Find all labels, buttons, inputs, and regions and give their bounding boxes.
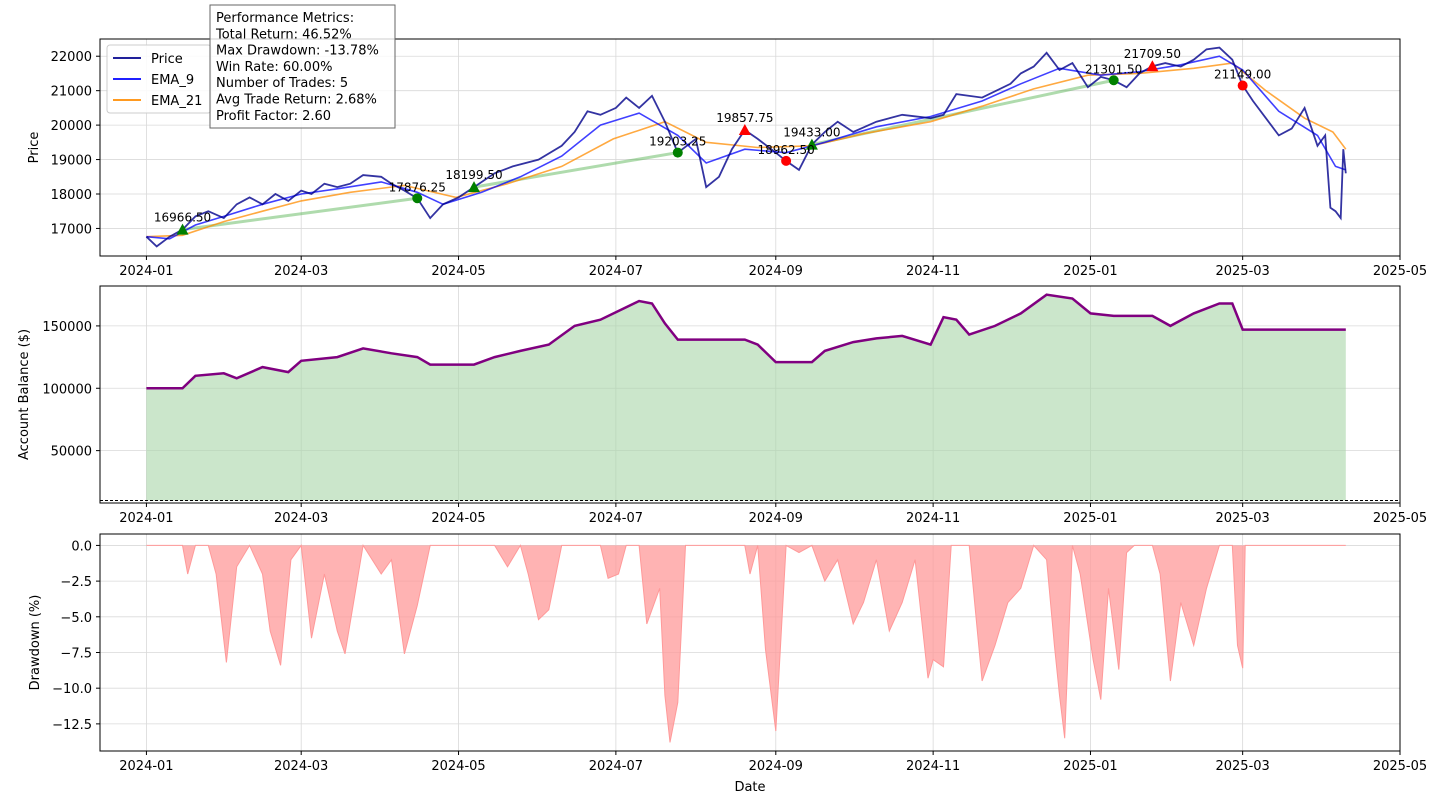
x-tick-label: 2024-11 (906, 759, 960, 774)
x-tick-label: 2025-01 (1063, 759, 1117, 774)
exit-price-label: 21149.00 (1214, 68, 1271, 82)
y-tick-label: −2.5 (60, 575, 92, 590)
x-tick-label: 2024-09 (749, 511, 803, 526)
buy-price-label: 19433.00 (783, 126, 840, 140)
metrics-line: Max Drawdown: -13.78% (216, 44, 379, 59)
x-axis-label: Date (734, 780, 765, 795)
y-tick-label: −5.0 (60, 611, 92, 626)
x-tick-label: 2025-03 (1215, 511, 1269, 526)
exit-marker-profit (412, 193, 423, 204)
panel-1: 16966.50 18199.50 19433.00 19857.75 21709.50… (27, 38, 1427, 279)
y-tick-label: −10.0 (52, 682, 92, 697)
drawdown-area (146, 545, 1346, 743)
y-tick-label: 19000 (51, 154, 92, 169)
x-tick-label: 2024-07 (589, 264, 643, 279)
plot-frame (99, 38, 1401, 257)
x-tick-label: 2024-03 (274, 264, 328, 279)
sell-marker (1146, 60, 1159, 72)
series-line-price (145, 46, 1347, 248)
y-tick-label: 20000 (51, 119, 92, 134)
trade-line (182, 196, 418, 232)
drawdown-line (146, 544, 1346, 743)
x-tick-label: 2024-01 (119, 511, 173, 526)
exit-price-label: 19203.25 (649, 135, 706, 149)
balance-line (146, 293, 1346, 390)
y-tick-label: −12.5 (52, 718, 92, 733)
x-tick-label: 2024-07 (589, 759, 643, 774)
exit-marker-loss (781, 155, 792, 166)
y-axis-label: Price (27, 132, 42, 164)
metrics-line: Win Rate: 60.00% (216, 60, 332, 75)
x-tick-label: 2024-05 (431, 264, 485, 279)
sell-marker (738, 124, 751, 136)
x-tick-label: 2024-09 (749, 759, 803, 774)
x-tick-label: 2025-05 (1373, 264, 1427, 279)
x-tick-label: 2024-11 (906, 264, 960, 279)
metrics-box-frame (209, 4, 396, 129)
metrics-line: Performance Metrics: (216, 11, 354, 26)
y-tick-label: 22000 (51, 50, 92, 65)
series-line-ema_9 (146, 55, 1347, 240)
buy-marker (176, 223, 189, 235)
y-tick-label: 150000 (42, 320, 92, 335)
y-tick-label: 0.0 (71, 539, 92, 554)
y-axis-label: Drawdown (%) (28, 595, 43, 691)
y-tick-label: 18000 (51, 188, 92, 203)
metrics-line: Profit Factor: 2.60 (216, 109, 331, 124)
y-axis-label: Account Balance ($) (17, 329, 32, 460)
metrics-line: Total Return: 46.52% (215, 27, 352, 42)
series-line-ema_21 (146, 62, 1347, 238)
buy-marker (468, 181, 481, 193)
y-tick-label: 21000 (51, 85, 92, 100)
metrics-line: Avg Trade Return: 2.68% (216, 93, 377, 108)
y-tick-label: 50000 (51, 445, 92, 460)
x-tick-label: 2024-01 (119, 759, 173, 774)
metrics-line: Number of Trades: 5 (216, 76, 348, 91)
y-tick-label: 17000 (51, 222, 92, 237)
x-tick-label: 2025-03 (1215, 264, 1269, 279)
x-tick-label: 2025-05 (1373, 511, 1427, 526)
panel-3: 2024-01 2024-03 2024-05 2024-07 2024-09 2024-… (28, 533, 1427, 795)
x-tick-label: 2024-05 (431, 511, 485, 526)
performance-metrics-box: Performance Metrics:Total Return: 46.52%… (209, 4, 396, 129)
legend-entry: EMA_9 (151, 73, 194, 88)
x-tick-label: 2024-11 (906, 511, 960, 526)
buy-price-label: 16966.50 (154, 211, 211, 225)
plot-frame (99, 533, 1401, 752)
x-tick-label: 2025-05 (1373, 759, 1427, 774)
y-tick-label: −7.5 (60, 646, 92, 661)
x-tick-label: 2025-01 (1063, 511, 1117, 526)
balance-area (146, 294, 1346, 501)
x-tick-label: 2025-01 (1063, 264, 1117, 279)
buy-marker (805, 138, 818, 150)
sell-price-label: 19857.75 (716, 111, 773, 125)
legend-entry: Price (151, 52, 183, 67)
y-tick-label: 100000 (42, 382, 92, 397)
exit-price-label: 17876.25 (389, 180, 446, 194)
plot-frame (99, 285, 1401, 504)
panel-2: 2024-01 2024-03 2024-05 2024-07 2024-09 2024-… (17, 285, 1427, 526)
x-tick-label: 2024-01 (119, 264, 173, 279)
legend-entry: EMA_21 (151, 94, 202, 109)
x-tick-label: 2024-05 (431, 759, 485, 774)
exit-price-label: 21301.50 (1085, 62, 1142, 76)
x-tick-label: 2024-07 (589, 511, 643, 526)
sell-price-label: 21709.50 (1124, 47, 1181, 61)
x-tick-label: 2024-09 (749, 264, 803, 279)
legend: Price EMA_9 EMA_21 (106, 44, 212, 114)
buy-price-label: 18199.50 (445, 168, 502, 182)
x-tick-label: 2024-03 (274, 511, 328, 526)
exit-marker-profit (672, 147, 683, 158)
exit-marker-loss (1237, 80, 1248, 91)
x-tick-label: 2025-03 (1215, 759, 1269, 774)
x-tick-label: 2024-03 (274, 759, 328, 774)
exit-marker-profit (1108, 75, 1119, 86)
exit-price-label: 18962.50 (757, 143, 814, 157)
